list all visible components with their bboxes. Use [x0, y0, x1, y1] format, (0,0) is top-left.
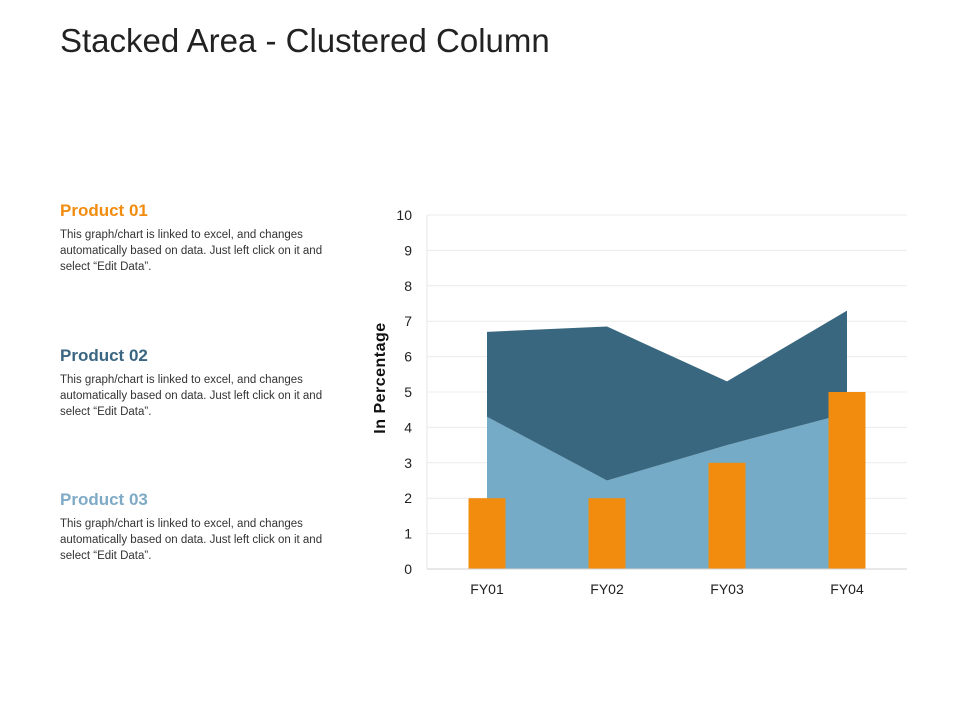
- column-bar: [708, 462, 746, 569]
- product-02-block: Product 02 This graph/chart is linked to…: [60, 346, 345, 420]
- area-series-1: [487, 413, 847, 569]
- y-tick-label: 1: [404, 526, 412, 542]
- page-title: Stacked Area - Clustered Column: [60, 22, 550, 59]
- x-tick-label: FY04: [830, 581, 864, 597]
- y-tick-label: 6: [404, 349, 412, 365]
- x-tick-label: FY02: [590, 581, 624, 597]
- product-02-heading: Product 02: [60, 346, 148, 365]
- y-tick-label: 5: [404, 384, 412, 400]
- x-tick-label: FY03: [710, 581, 744, 597]
- product-01-block: Product 01 This graph/chart is linked to…: [60, 201, 345, 275]
- product-01-description: This graph/chart is linked to excel, and…: [60, 229, 323, 273]
- product-03-description: This graph/chart is linked to excel, and…: [60, 518, 323, 562]
- y-tick-label: 4: [404, 419, 412, 435]
- product-02-description: This graph/chart is linked to excel, and…: [60, 374, 323, 418]
- product-03-block: Product 03 This graph/chart is linked to…: [60, 490, 345, 564]
- column-bar: [468, 498, 506, 569]
- y-tick-label: 3: [404, 455, 412, 471]
- y-tick-label: 10: [396, 207, 412, 223]
- y-tick-label: 9: [404, 242, 412, 258]
- y-axis-label: In Percentage: [372, 322, 389, 433]
- product-01-heading: Product 01: [60, 201, 148, 220]
- column-bar: [588, 498, 626, 569]
- area-series-2: [487, 310, 847, 481]
- axes: 0 1 2 3 4 5 6 7 8 9 10 FY01 FY02 FY03 FY04: [396, 207, 907, 597]
- y-tick-label: 0: [404, 561, 412, 577]
- product-03-heading: Product 03: [60, 490, 148, 509]
- column-series: [468, 392, 866, 569]
- x-tick-label: FY01: [470, 581, 504, 597]
- y-tick-label: 8: [404, 278, 412, 294]
- y-tick-label: 7: [404, 313, 412, 329]
- y-tick-label: 2: [404, 490, 412, 506]
- column-bar: [828, 392, 866, 569]
- stacked-area-series: [487, 310, 847, 569]
